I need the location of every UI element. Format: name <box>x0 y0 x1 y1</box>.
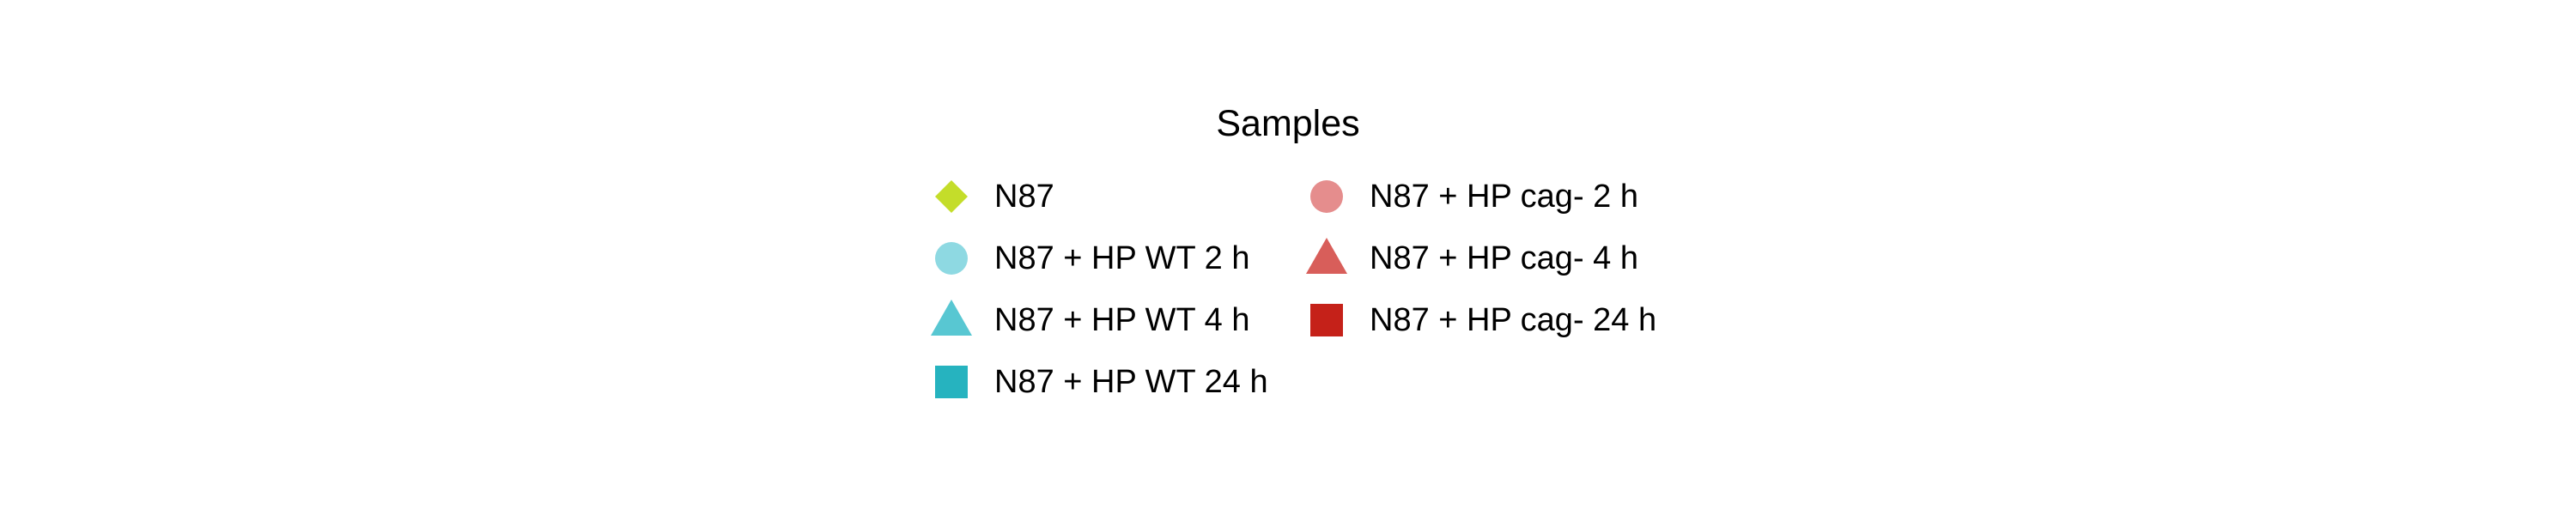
legend-item-label: N87 <box>994 179 1054 215</box>
circle-marker <box>1310 180 1343 213</box>
circle-marker <box>935 242 968 275</box>
diamond-marker-shape <box>935 180 968 213</box>
square-marker <box>935 366 968 398</box>
circle-marker-shape <box>935 242 968 275</box>
diamond-marker <box>935 180 968 213</box>
legend-item-label: N87 + HP cag- 24 h <box>1370 302 1657 338</box>
square-marker-shape <box>1310 304 1343 336</box>
square-marker <box>1310 304 1343 336</box>
circle-marker-shape <box>1310 180 1343 213</box>
square-marker-shape <box>935 366 968 398</box>
triangle-marker <box>931 300 972 336</box>
legend-item-label: N87 + HP WT 2 h <box>994 240 1250 276</box>
triangle-marker-shape <box>931 300 972 336</box>
legend-title: Samples <box>1216 103 1360 144</box>
legend-item-label: N87 + HP WT 4 h <box>994 302 1250 338</box>
legend-item-label: N87 + HP cag- 4 h <box>1370 240 1638 276</box>
legend-item-label: N87 + HP WT 24 h <box>994 364 1268 400</box>
triangle-marker <box>1306 238 1347 274</box>
triangle-marker-shape <box>1306 238 1347 274</box>
legend-item-label: N87 + HP cag- 2 h <box>1370 179 1638 215</box>
